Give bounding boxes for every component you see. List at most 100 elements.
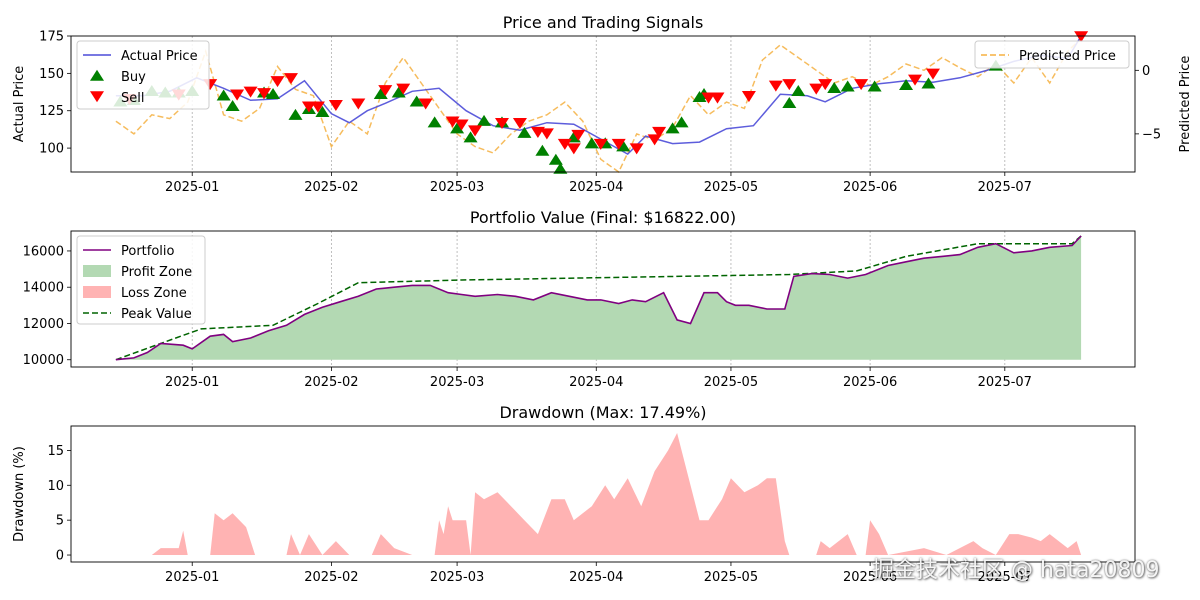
chart-0-y-tick-label: 100 <box>39 142 64 157</box>
legend-sell-swatch <box>90 91 104 103</box>
sell-signal-marker <box>854 79 869 91</box>
chart-2-y-tick-label: 5 <box>56 514 64 529</box>
legend-profit-zone-swatch <box>83 265 111 277</box>
sell-signal-marker <box>243 86 258 98</box>
sell-signal-marker <box>782 79 797 91</box>
chart-2-frame <box>70 425 1136 563</box>
buy-signal-marker <box>373 87 388 100</box>
chart-2-x-tick-label: 2025-02 <box>304 570 358 585</box>
buy-signal-marker <box>391 86 406 98</box>
chart-1-legend <box>76 235 206 325</box>
chart-0-y-tick-label: 175 <box>39 30 64 45</box>
legend-profit-zone-label: Profit Zone <box>121 265 192 280</box>
buy-signal-marker <box>899 79 914 91</box>
buy-signal-marker <box>225 99 240 111</box>
chart-0-legend-left <box>76 40 210 110</box>
buy-signal-marker <box>616 140 631 152</box>
sell-signal-marker <box>378 85 393 97</box>
buy-signal-marker <box>409 95 424 107</box>
sell-signal-marker <box>629 143 644 155</box>
chart-1-x-tick-label: 2025-05 <box>704 375 758 390</box>
legend-buy-swatch <box>90 69 104 81</box>
sell-signal-marker <box>539 128 554 140</box>
legend-loss-zone-swatch <box>83 286 111 298</box>
sell-signal-marker <box>908 74 923 86</box>
watermark: 掘金技术社区 @ hata20809 <box>872 558 1160 583</box>
sell-signal-marker <box>818 79 833 91</box>
chart-0-x-tick-label: 2025-04 <box>569 180 623 195</box>
buy-signal-marker <box>665 122 680 134</box>
sell-signal-marker <box>710 92 725 104</box>
chart-0-legend-right <box>974 40 1130 69</box>
chart-0-y2-tick-label: −5 <box>1142 127 1161 142</box>
buy-signal-marker <box>288 108 303 120</box>
sell-signal-marker <box>270 76 285 88</box>
chart-0-y-axis-label: Actual Price <box>12 66 27 143</box>
buy-signal-marker <box>921 77 936 89</box>
profit-zone-area <box>115 236 1082 360</box>
chart-0-x-tick-label: 2025-06 <box>843 180 897 195</box>
sell-signal-marker <box>301 101 316 113</box>
sell-signal-marker <box>701 92 716 104</box>
sell-signal-marker <box>454 119 469 131</box>
sell-signal-marker <box>557 138 572 150</box>
sell-signal-marker <box>1074 31 1089 43</box>
chart-1-x-tick-label: 2025-03 <box>430 375 484 390</box>
chart-1-y-tick-label: 16000 <box>23 244 64 259</box>
buy-signal-marker <box>517 126 532 138</box>
sell-signal-marker <box>230 89 245 101</box>
buy-signal-marker <box>266 87 281 100</box>
chart-0-title: Price and Trading Signals <box>503 13 704 32</box>
chart-1-x-tick-label: 2025-07 <box>978 375 1032 390</box>
sell-signal-marker <box>741 91 756 103</box>
sell-signal-marker <box>566 143 581 155</box>
portfolio-line <box>115 235 1082 361</box>
chart-2-x-tick-label: 2025-01 <box>165 570 219 585</box>
legend-loss-zone-label: Loss Zone <box>121 286 187 301</box>
sell-signal-marker <box>283 73 298 85</box>
buy-signal-marker <box>827 82 842 94</box>
chart-2-x-tick-label: 2025-06 <box>843 570 897 585</box>
chart-2-x-tick-label: 2025-03 <box>430 570 484 585</box>
chart-1-frame <box>70 230 1136 368</box>
buy-signal-marker <box>867 80 882 92</box>
chart-2-y-tick-label: 10 <box>47 479 64 494</box>
chart-0-x-tick-label: 2025-07 <box>978 180 1032 195</box>
sell-signal-marker <box>809 83 824 95</box>
sell-signal-marker <box>494 117 509 129</box>
sell-signal-marker <box>351 98 366 110</box>
chart-1-y-tick-label: 14000 <box>23 281 64 296</box>
chart-1-x-tick-label: 2025-01 <box>165 375 219 390</box>
sell-signal-marker <box>593 138 608 150</box>
buy-signal-marker <box>584 137 599 149</box>
buy-signal-marker <box>840 80 855 92</box>
legend-predicted-price-label: Predicted Price <box>1019 49 1116 64</box>
chart-1-y-tick-label: 10000 <box>23 353 64 368</box>
buy-signal-marker <box>674 116 689 128</box>
chart-0-x-tick-label: 2025-05 <box>704 180 758 195</box>
buy-signal-marker <box>553 162 568 174</box>
chart-0-y-tick-label: 125 <box>39 104 64 119</box>
peak-value-line <box>115 235 1082 361</box>
chart-1-x-tick-label: 2025-06 <box>843 375 897 390</box>
sell-signal-marker <box>445 116 460 128</box>
chart-2-title: Drawdown (Max: 17.49%) <box>499 403 706 422</box>
sell-signal-marker <box>647 134 662 146</box>
chart-2-y-tick-label: 15 <box>47 444 64 459</box>
predicted-price-line <box>115 37 1082 174</box>
buy-signal-marker <box>315 105 330 117</box>
chart-2-y-axis-label: Drawdown (%) <box>12 446 27 542</box>
buy-signal-marker <box>535 144 550 156</box>
buy-signal-marker <box>782 96 797 108</box>
legend-buy-label: Buy <box>121 70 146 85</box>
sell-signal-marker <box>768 80 783 92</box>
sell-signal-marker <box>925 68 940 80</box>
chart-0-y2-axis-label: Predicted Price <box>1178 56 1193 153</box>
buy-signal-marker <box>477 114 492 126</box>
chart-1-y-tick-label: 12000 <box>23 317 64 332</box>
chart-0-y-tick-label: 150 <box>39 67 64 82</box>
chart-2-x-tick-label: 2025-05 <box>704 570 758 585</box>
sell-signal-marker <box>611 138 626 150</box>
buy-signal-marker <box>427 116 442 128</box>
